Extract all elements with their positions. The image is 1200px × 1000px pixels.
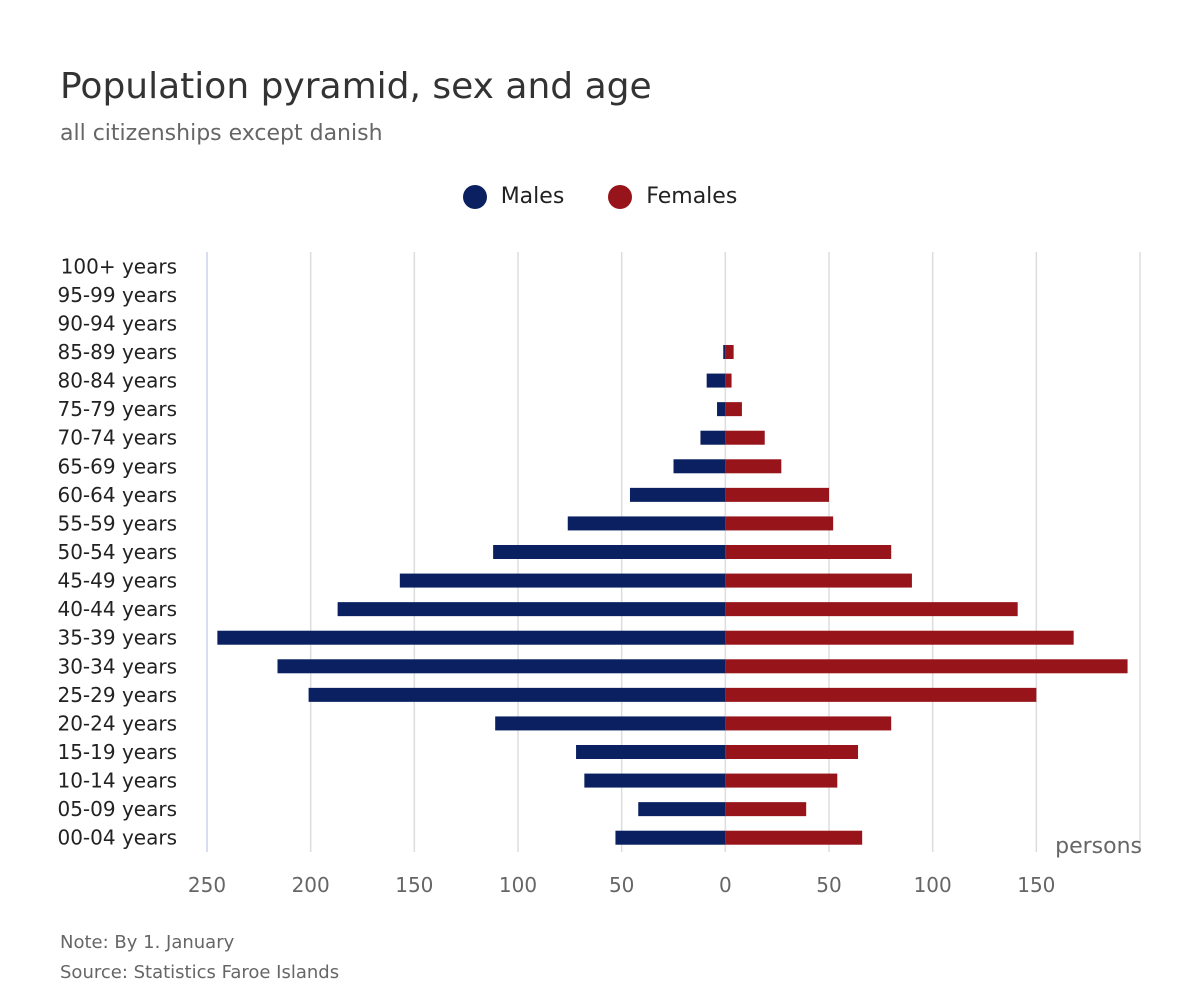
bar-females — [725, 373, 732, 388]
y-tick-label: 75-79 years — [57, 397, 177, 421]
unit-label: persons — [1055, 834, 1142, 859]
x-tick-label: 100 — [499, 873, 537, 897]
y-tick-label: 00-04 years — [57, 826, 177, 850]
y-tick-label: 60-64 years — [57, 483, 177, 507]
bar-females — [725, 430, 765, 445]
bar-females — [725, 830, 863, 845]
bar-females — [725, 659, 1128, 674]
bar-males — [700, 430, 726, 445]
legend-marker-females — [608, 184, 633, 209]
bar-males — [337, 602, 726, 617]
chart-title: Population pyramid, sex and age — [60, 66, 652, 107]
legend-label-females: Females — [646, 184, 738, 209]
x-tick-label: 50 — [816, 873, 841, 897]
bar-females — [725, 345, 734, 359]
bar-females — [725, 687, 1037, 702]
chart-subtitle: all citizenships except danish — [60, 121, 383, 146]
x-tick-label: 100 — [914, 873, 952, 897]
bar-males — [308, 687, 726, 702]
y-tick-label: 80-84 years — [57, 369, 177, 393]
bar-males — [723, 345, 726, 359]
bar-males — [615, 830, 726, 845]
y-tick-label: 20-24 years — [57, 711, 177, 735]
bar-males — [717, 402, 726, 417]
bar-females — [725, 487, 829, 502]
bar-females — [725, 402, 742, 417]
bar-males — [277, 659, 726, 674]
bar-males — [217, 630, 726, 645]
bar-females — [725, 602, 1018, 617]
legend: Males Females — [0, 184, 1200, 209]
y-tick-label: 55-59 years — [57, 511, 177, 535]
bar-females — [725, 630, 1074, 645]
bar-males — [495, 716, 726, 731]
y-tick-label: 35-39 years — [57, 626, 177, 650]
bar-males — [493, 545, 726, 559]
y-tick-label: 100+ years — [61, 254, 177, 278]
bar-males — [673, 459, 726, 474]
bar-females — [725, 773, 838, 788]
bar-females — [725, 573, 912, 588]
bar-males — [576, 745, 726, 759]
source-note: Source: Statistics Faroe Islands — [60, 962, 340, 983]
bar-males — [629, 487, 726, 502]
x-tick-label: 200 — [292, 873, 330, 897]
y-tick-label: 50-54 years — [57, 540, 177, 564]
x-tick-label: 250 — [188, 873, 226, 897]
y-tick-label: 95-99 years — [57, 283, 177, 307]
bar-females — [725, 516, 834, 531]
y-tick-label: 30-34 years — [57, 654, 177, 678]
y-tick-label: 70-74 years — [57, 426, 177, 450]
x-tick-label: 150 — [395, 873, 433, 897]
y-tick-label: 45-49 years — [57, 569, 177, 593]
bar-males — [638, 802, 726, 817]
legend-label-males: Males — [500, 184, 565, 209]
legend-item-females[interactable]: Females — [608, 184, 737, 209]
bar-females — [725, 745, 859, 759]
y-tick-label: 85-89 years — [57, 340, 177, 364]
y-tick-label: 90-94 years — [57, 311, 177, 335]
x-tick-label: 50 — [609, 873, 634, 897]
legend-item-males[interactable]: Males — [462, 184, 565, 209]
footnote: Note: By 1. January — [60, 932, 235, 953]
y-tick-label: 40-44 years — [57, 597, 177, 621]
bar-females — [725, 716, 892, 731]
bar-females — [725, 802, 807, 817]
bar-males — [584, 773, 726, 788]
bar-males — [567, 516, 726, 531]
bar-females — [725, 459, 782, 474]
y-tick-label: 15-19 years — [57, 740, 177, 764]
x-tick-label: 0 — [719, 873, 732, 897]
y-tick-label: 05-09 years — [57, 797, 177, 821]
x-tick-label: 150 — [1017, 873, 1055, 897]
y-tick-label: 65-69 years — [57, 454, 177, 478]
y-tick-label: 10-14 years — [57, 769, 177, 793]
bar-males — [399, 573, 726, 588]
bar-females — [725, 545, 892, 559]
legend-marker-males — [462, 184, 487, 209]
y-tick-label: 25-29 years — [57, 683, 177, 707]
bar-males — [706, 373, 726, 388]
